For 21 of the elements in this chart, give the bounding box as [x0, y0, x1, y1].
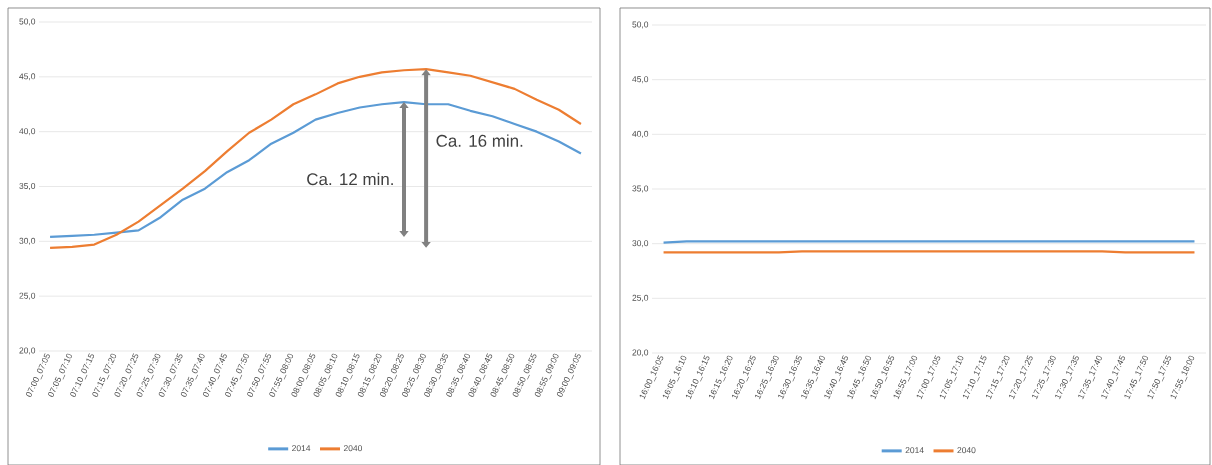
y-tick-label: 35,0: [632, 185, 649, 193]
y-tick-label: 25,0: [632, 294, 649, 302]
legend-label: 2040: [343, 444, 362, 451]
y-tick-label: 50,0: [632, 21, 649, 29]
y-tick-label: 30,0: [632, 239, 649, 247]
y-tick-label: 25,0: [19, 292, 36, 300]
y-tick-label: 20,0: [19, 347, 36, 355]
y-tick-label: 30,0: [19, 237, 36, 245]
line-series: [48, 100, 583, 238]
y-tick-label: 45,0: [632, 75, 649, 83]
legend-label: 2014: [905, 446, 924, 453]
legend-label: 2014: [292, 444, 311, 451]
y-tick-label: 40,0: [632, 130, 649, 138]
annotation: Ca. 16 min.: [436, 134, 523, 147]
legend-label: 2040: [957, 446, 976, 453]
y-tick-label: 45,0: [19, 73, 36, 81]
annotation: Ca. 12 min.: [307, 172, 393, 185]
y-tick-label: 35,0: [19, 182, 36, 190]
y-tick-label: 50,0: [19, 18, 36, 26]
y-tick-label: 20,0: [632, 349, 649, 357]
y-tick-label: 40,0: [19, 127, 36, 135]
